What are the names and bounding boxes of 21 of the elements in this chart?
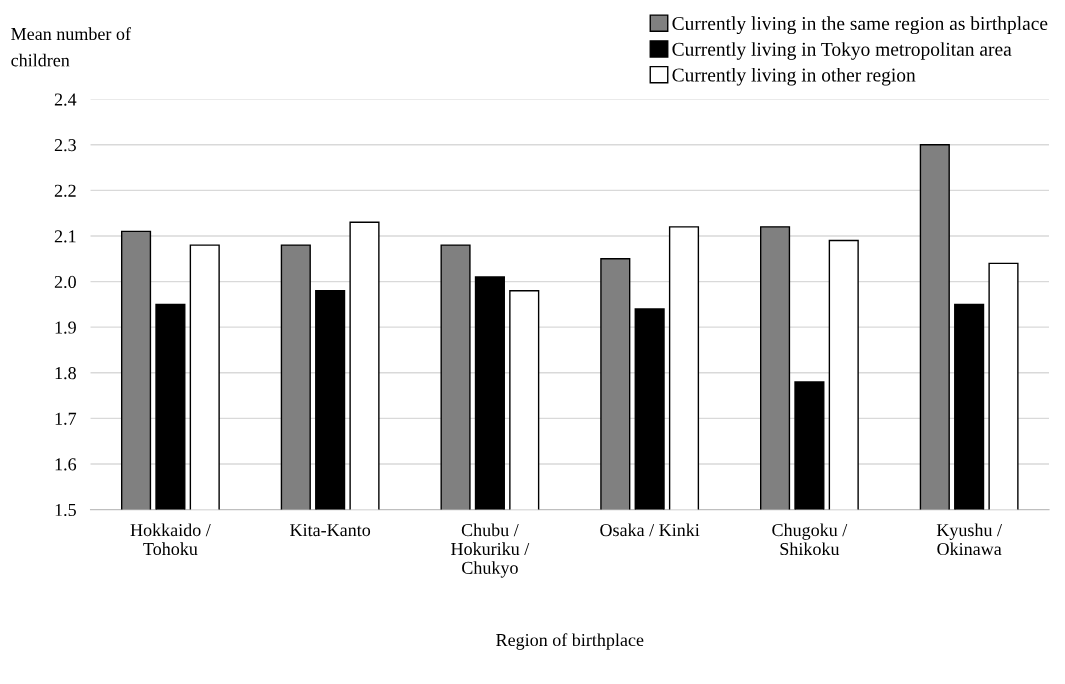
y-axis-title: Mean number of children [11,27,131,67]
y-tick-label: 1.8 [55,367,76,380]
x-tick-label: Kyushu / Okinawa [936,523,1002,556]
x-tick-label: Hokkaido / Tohoku [130,523,211,556]
y-tick-label: 2.3 [54,139,76,152]
legend-label: Currently living in Tokyo metropolitan area [672,42,1012,60]
y-tick-label: 2.2 [54,184,76,197]
x-tick-label: Chubu / Hokuriku / Chukyo [451,523,530,578]
y-tick-label: 1.6 [55,458,77,471]
y-tick-label: 2.1 [54,230,76,243]
legend-label: Currently living in the same region as birthplace [672,16,1048,35]
y-tick-label: 1.5 [55,503,76,517]
y-tick-label: 1.7 [55,412,77,425]
x-axis-title: Region of birthplace [496,633,644,650]
x-tick-label: Chugoku / Shikoku [772,523,848,556]
x-tick-label: Kita-Kanto [290,524,371,537]
y-tick-label: 2.0 [54,275,76,289]
y-tick-label: 1.9 [55,321,76,334]
legend-label: Currently living in other region [672,67,916,86]
y-tick-label: 2.4 [54,93,77,106]
x-tick-label: Osaka / Kinki [600,523,700,537]
